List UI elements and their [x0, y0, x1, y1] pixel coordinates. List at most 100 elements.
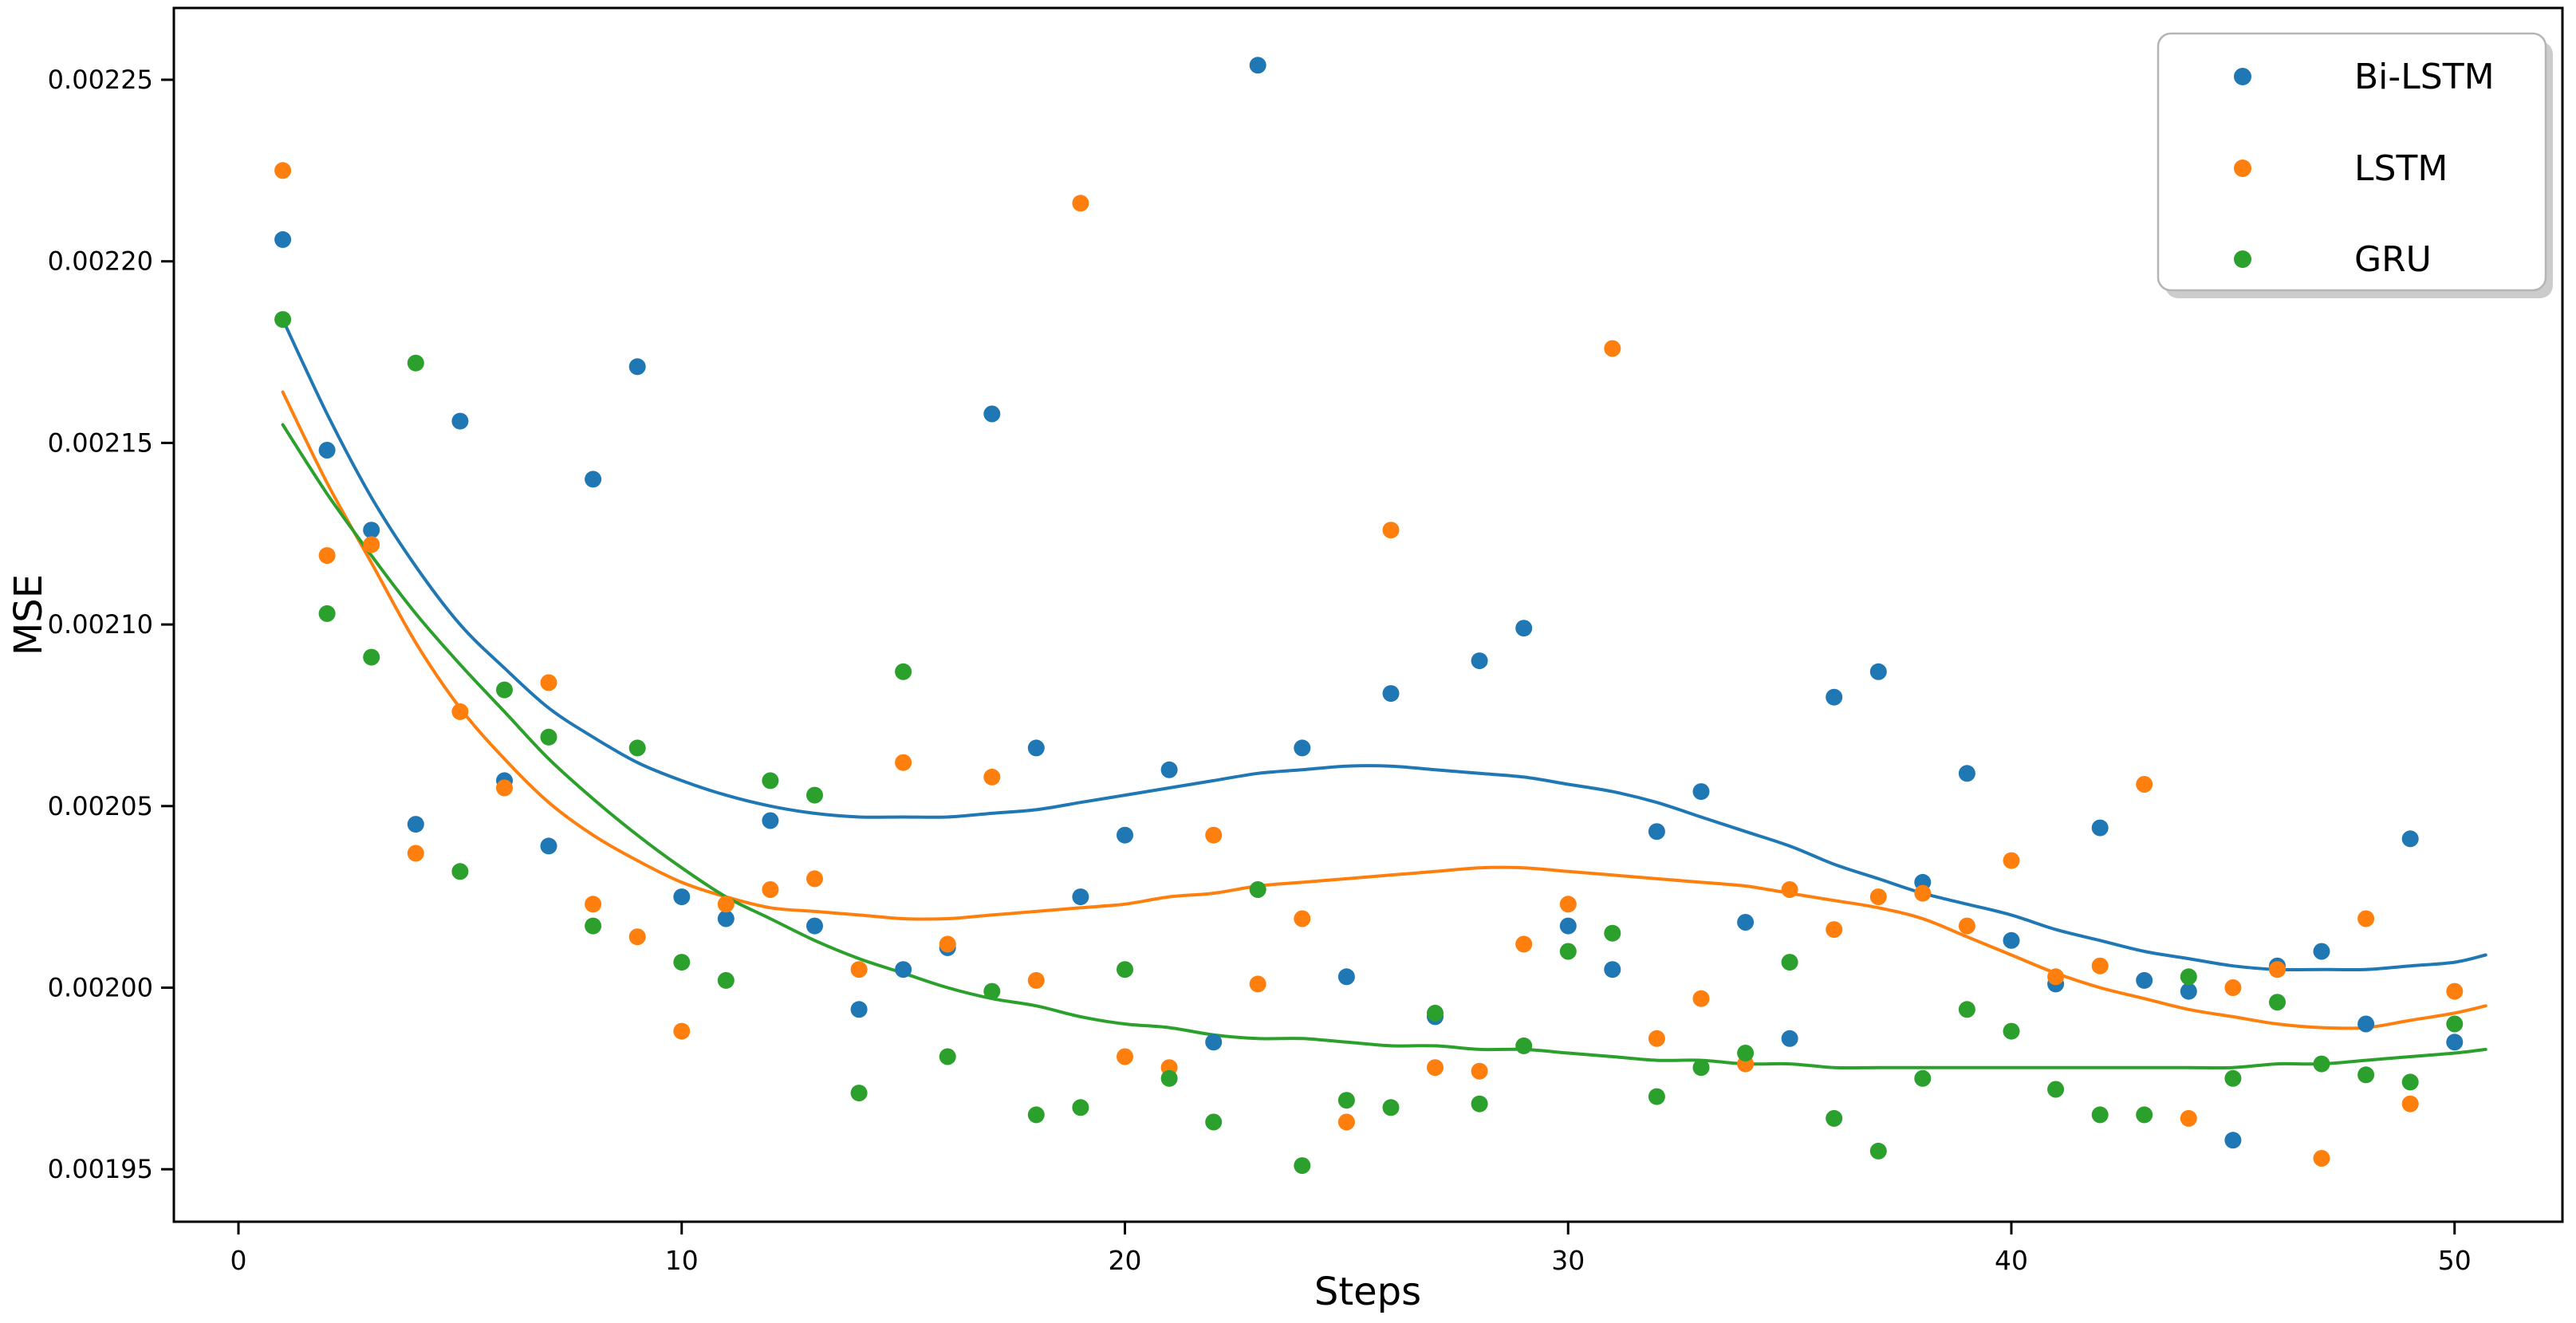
lstm-point: [1648, 1030, 1665, 1047]
bi-lstm-point: [1205, 1034, 1223, 1051]
gru-point: [2091, 1106, 2109, 1124]
lstm-point: [2136, 776, 2153, 793]
bi-lstm-point: [2446, 1034, 2464, 1051]
bi-lstm-point: [1737, 914, 1755, 931]
x-tick-label: 30: [1551, 1245, 1585, 1276]
gru-point: [939, 1048, 956, 1065]
scatter-series-gru: [274, 311, 2464, 1175]
gru-point: [1382, 1099, 1400, 1116]
trend-line-lstm: [281, 390, 2487, 1030]
legend-marker-gru: [2234, 250, 2251, 268]
gru-point: [2136, 1106, 2153, 1124]
y-tick-label: 0.00220: [48, 246, 153, 277]
lstm-point: [1869, 888, 1887, 906]
lstm-point: [1205, 826, 1223, 844]
bi-lstm-point: [363, 522, 380, 539]
gru-point: [1781, 954, 1798, 971]
y-tick-label: 0.00210: [48, 609, 153, 640]
lstm-point: [1781, 881, 1798, 898]
gru-point: [1692, 1059, 1710, 1077]
legend-marker-lstm: [2234, 159, 2251, 177]
y-tick-label: 0.00195: [48, 1154, 153, 1184]
lstm-point: [2269, 961, 2286, 978]
legend-marker-bi-lstm: [2234, 68, 2251, 85]
lstm-point: [895, 754, 912, 771]
lstm-point: [2401, 1095, 2419, 1112]
gru-point: [628, 739, 646, 757]
gru-point: [1515, 1037, 1533, 1054]
gru-point: [850, 1085, 868, 1102]
lstm-point: [451, 703, 469, 720]
lstm-point: [540, 674, 557, 691]
gru-point: [407, 354, 424, 372]
bi-lstm-point: [895, 961, 912, 978]
gru-point: [1072, 1099, 1089, 1116]
lstm-point: [983, 768, 1001, 786]
gru-point: [318, 604, 336, 622]
trend-lines: [281, 317, 2487, 1070]
lstm-point: [1559, 896, 1577, 913]
lstm-point: [939, 935, 956, 953]
bi-lstm-point: [628, 358, 646, 376]
bi-lstm-point: [2180, 982, 2197, 1000]
gru-point: [762, 772, 779, 789]
lstm-point: [2357, 910, 2375, 927]
lstm-point: [2003, 852, 2020, 869]
legend: Bi-LSTM LSTM GRU: [2157, 32, 2553, 298]
scatter-series-lstm: [274, 162, 2464, 1167]
bi-lstm-point: [1072, 888, 1089, 906]
gru-point: [1559, 943, 1577, 960]
bi-lstm-point: [1826, 688, 1843, 706]
bi-lstm-point: [1648, 823, 1665, 841]
gru-point: [895, 663, 912, 680]
gru-point: [1604, 924, 1621, 942]
lstm-point: [1914, 884, 1932, 902]
bi-lstm-point: [1692, 783, 1710, 801]
lstm-point: [2313, 1150, 2330, 1167]
gru-point: [1337, 1092, 1355, 1109]
scatter-series-bi-lstm: [274, 57, 2464, 1149]
x-tick-label: 10: [665, 1245, 699, 1276]
y-tick-label: 0.00200: [48, 973, 153, 1003]
lstm-point: [1515, 935, 1533, 953]
gru-point: [1249, 881, 1266, 898]
lstm-point: [628, 928, 646, 946]
y-tick-label: 0.00215: [48, 427, 153, 458]
lstm-point: [1382, 522, 1400, 539]
lstm-point: [673, 1022, 691, 1040]
trend-line-bi-lstm: [281, 317, 2487, 972]
trend-line-gru: [281, 423, 2487, 1070]
lstm-point: [1117, 1048, 1133, 1065]
bi-lstm-point: [762, 812, 779, 829]
bi-lstm-point: [1958, 765, 1975, 782]
lstm-point: [2224, 979, 2242, 996]
lstm-point: [1958, 917, 1975, 935]
bi-lstm-point: [407, 816, 424, 833]
gru-point: [585, 917, 602, 935]
gru-point: [673, 954, 691, 971]
bi-lstm-point: [2003, 931, 2020, 949]
gru-point: [1826, 1109, 1843, 1127]
bi-lstm-point: [717, 910, 735, 927]
gru-point: [2003, 1022, 2020, 1040]
lstm-point: [363, 536, 380, 553]
lstm-point: [1692, 990, 1710, 1007]
bi-lstm-point: [673, 888, 691, 906]
lstm-point: [806, 870, 823, 888]
lstm-point: [2091, 957, 2109, 975]
lstm-point: [850, 961, 868, 978]
bi-lstm-point: [451, 412, 469, 430]
y-axis: 0.00195 0.00200 0.00205 0.00210 0.00215 0.002…: [48, 65, 174, 1184]
lstm-point: [1604, 340, 1621, 357]
legend-box: [2157, 32, 2547, 292]
gru-point: [2313, 1055, 2330, 1073]
gru-point: [1914, 1069, 1932, 1087]
x-axis: 0 10 20 30 40 50: [230, 1222, 2472, 1276]
gru-point: [274, 311, 292, 329]
bi-lstm-point: [1117, 826, 1133, 844]
gru-point: [1471, 1095, 1488, 1112]
bi-lstm-point: [274, 230, 292, 248]
x-tick-label: 40: [1995, 1245, 2028, 1276]
